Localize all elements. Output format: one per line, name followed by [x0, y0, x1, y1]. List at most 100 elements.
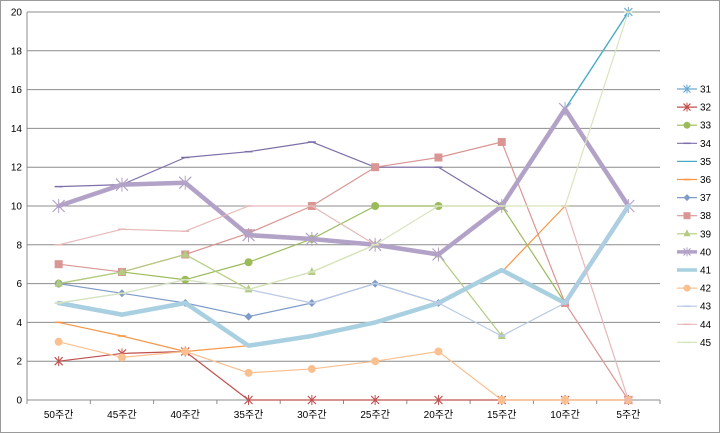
x-tick-label: 30주간 — [297, 409, 327, 421]
data-point — [370, 395, 380, 405]
data-point — [54, 356, 64, 367]
legend-item: 43 — [677, 302, 712, 313]
series-35 — [564, 11, 629, 110]
legend-label: 31 — [700, 85, 712, 96]
data-point — [683, 212, 691, 220]
legend-label: 34 — [700, 139, 712, 150]
legend-item: 41 — [677, 266, 712, 277]
legend-label: 32 — [700, 103, 712, 114]
legend-item: 33 — [677, 121, 712, 132]
legend: 31 32 33 34 35 36 37 38 39 40 41 42 43 44 45 — [677, 84, 712, 349]
series-line — [56, 203, 631, 348]
data-point — [54, 260, 63, 269]
legend-label: 41 — [700, 266, 712, 277]
series-lines — [52, 7, 635, 405]
x-tick-label: 45주간 — [107, 409, 137, 421]
y-tick-label: 0 — [16, 396, 22, 407]
series-45 — [54, 11, 633, 304]
legend-item: 44 — [677, 320, 712, 331]
legend-label: 35 — [700, 157, 712, 168]
data-point — [307, 364, 316, 373]
y-tick-label: 10 — [11, 202, 23, 213]
legend-item: 36 — [677, 175, 712, 186]
series-36 — [54, 205, 570, 353]
series-line — [58, 141, 503, 207]
legend-item: 40 — [677, 247, 712, 258]
data-point — [683, 229, 691, 237]
data-point — [244, 368, 253, 377]
series-42 — [54, 337, 633, 404]
y-tick-label: 12 — [11, 163, 23, 174]
axes: 0 2 4 6 8 10 12 14 16 18 20 50주간 45주간 40주간 35주간 30주간 25주… — [11, 8, 661, 421]
series-40 — [52, 102, 635, 262]
x-tick-label: 20주간 — [424, 409, 454, 421]
data-point — [244, 312, 253, 321]
data-point — [558, 102, 572, 116]
data-point — [683, 84, 691, 94]
data-point — [117, 353, 126, 362]
y-tick-label: 8 — [16, 240, 22, 251]
y-tick-label: 16 — [11, 85, 23, 96]
y-tick-label: 20 — [11, 8, 23, 19]
legend-item: 32 — [677, 102, 712, 114]
legend-label: 37 — [700, 193, 712, 204]
x-tick-label: 35주간 — [234, 409, 264, 421]
legend-label: 40 — [700, 247, 712, 258]
data-point — [432, 247, 445, 262]
legend-label: 33 — [700, 121, 712, 132]
data-point — [181, 347, 190, 356]
series-38 — [54, 137, 633, 404]
series-34 — [54, 141, 506, 207]
y-tick-label: 4 — [16, 318, 22, 329]
series-44 — [54, 205, 633, 401]
legend-item: 34 — [677, 139, 712, 150]
y-tick-label: 18 — [11, 46, 23, 57]
data-point — [115, 177, 129, 192]
data-point — [54, 278, 63, 287]
series-line — [58, 205, 566, 304]
data-point — [434, 347, 443, 356]
data-point — [181, 249, 190, 258]
series-line — [58, 321, 250, 353]
series-line — [58, 350, 629, 401]
legend-label: 44 — [700, 320, 712, 331]
data-point — [52, 199, 66, 213]
series-line — [56, 106, 631, 257]
x-tick-label: 10주간 — [550, 409, 580, 421]
data-point — [305, 231, 319, 246]
legend-item: 39 — [677, 229, 712, 240]
legend-label: 39 — [700, 229, 712, 240]
legend-label: 42 — [700, 284, 712, 295]
y-tick-label: 2 — [16, 357, 22, 368]
data-point — [497, 396, 506, 404]
data-point — [683, 284, 691, 292]
data-point — [371, 357, 380, 366]
legend-item: 31 — [677, 84, 712, 96]
x-tick-label: 50주간 — [44, 409, 74, 421]
series-line — [564, 205, 629, 401]
data-point — [54, 337, 63, 346]
legend-item: 35 — [677, 157, 712, 168]
series-line — [58, 11, 629, 304]
data-point — [497, 137, 506, 146]
data-point — [244, 258, 253, 267]
x-tick-label: 15주간 — [487, 409, 517, 421]
data-point — [683, 194, 691, 202]
legend-item: 45 — [677, 338, 712, 349]
series-41 — [56, 203, 631, 348]
data-point — [242, 228, 255, 243]
data-point — [434, 153, 443, 162]
y-tick-label: 14 — [11, 124, 23, 135]
data-point — [371, 163, 380, 172]
x-tick-label: 25주간 — [360, 409, 390, 421]
legend-item: 42 — [677, 284, 712, 295]
x-tick-label: 40주간 — [170, 409, 200, 421]
data-point — [371, 202, 380, 210]
legend-item: 37 — [677, 193, 712, 204]
gridlines — [27, 11, 660, 401]
legend-label: 38 — [700, 211, 712, 222]
data-point — [683, 102, 691, 112]
legend-label: 43 — [700, 302, 712, 313]
